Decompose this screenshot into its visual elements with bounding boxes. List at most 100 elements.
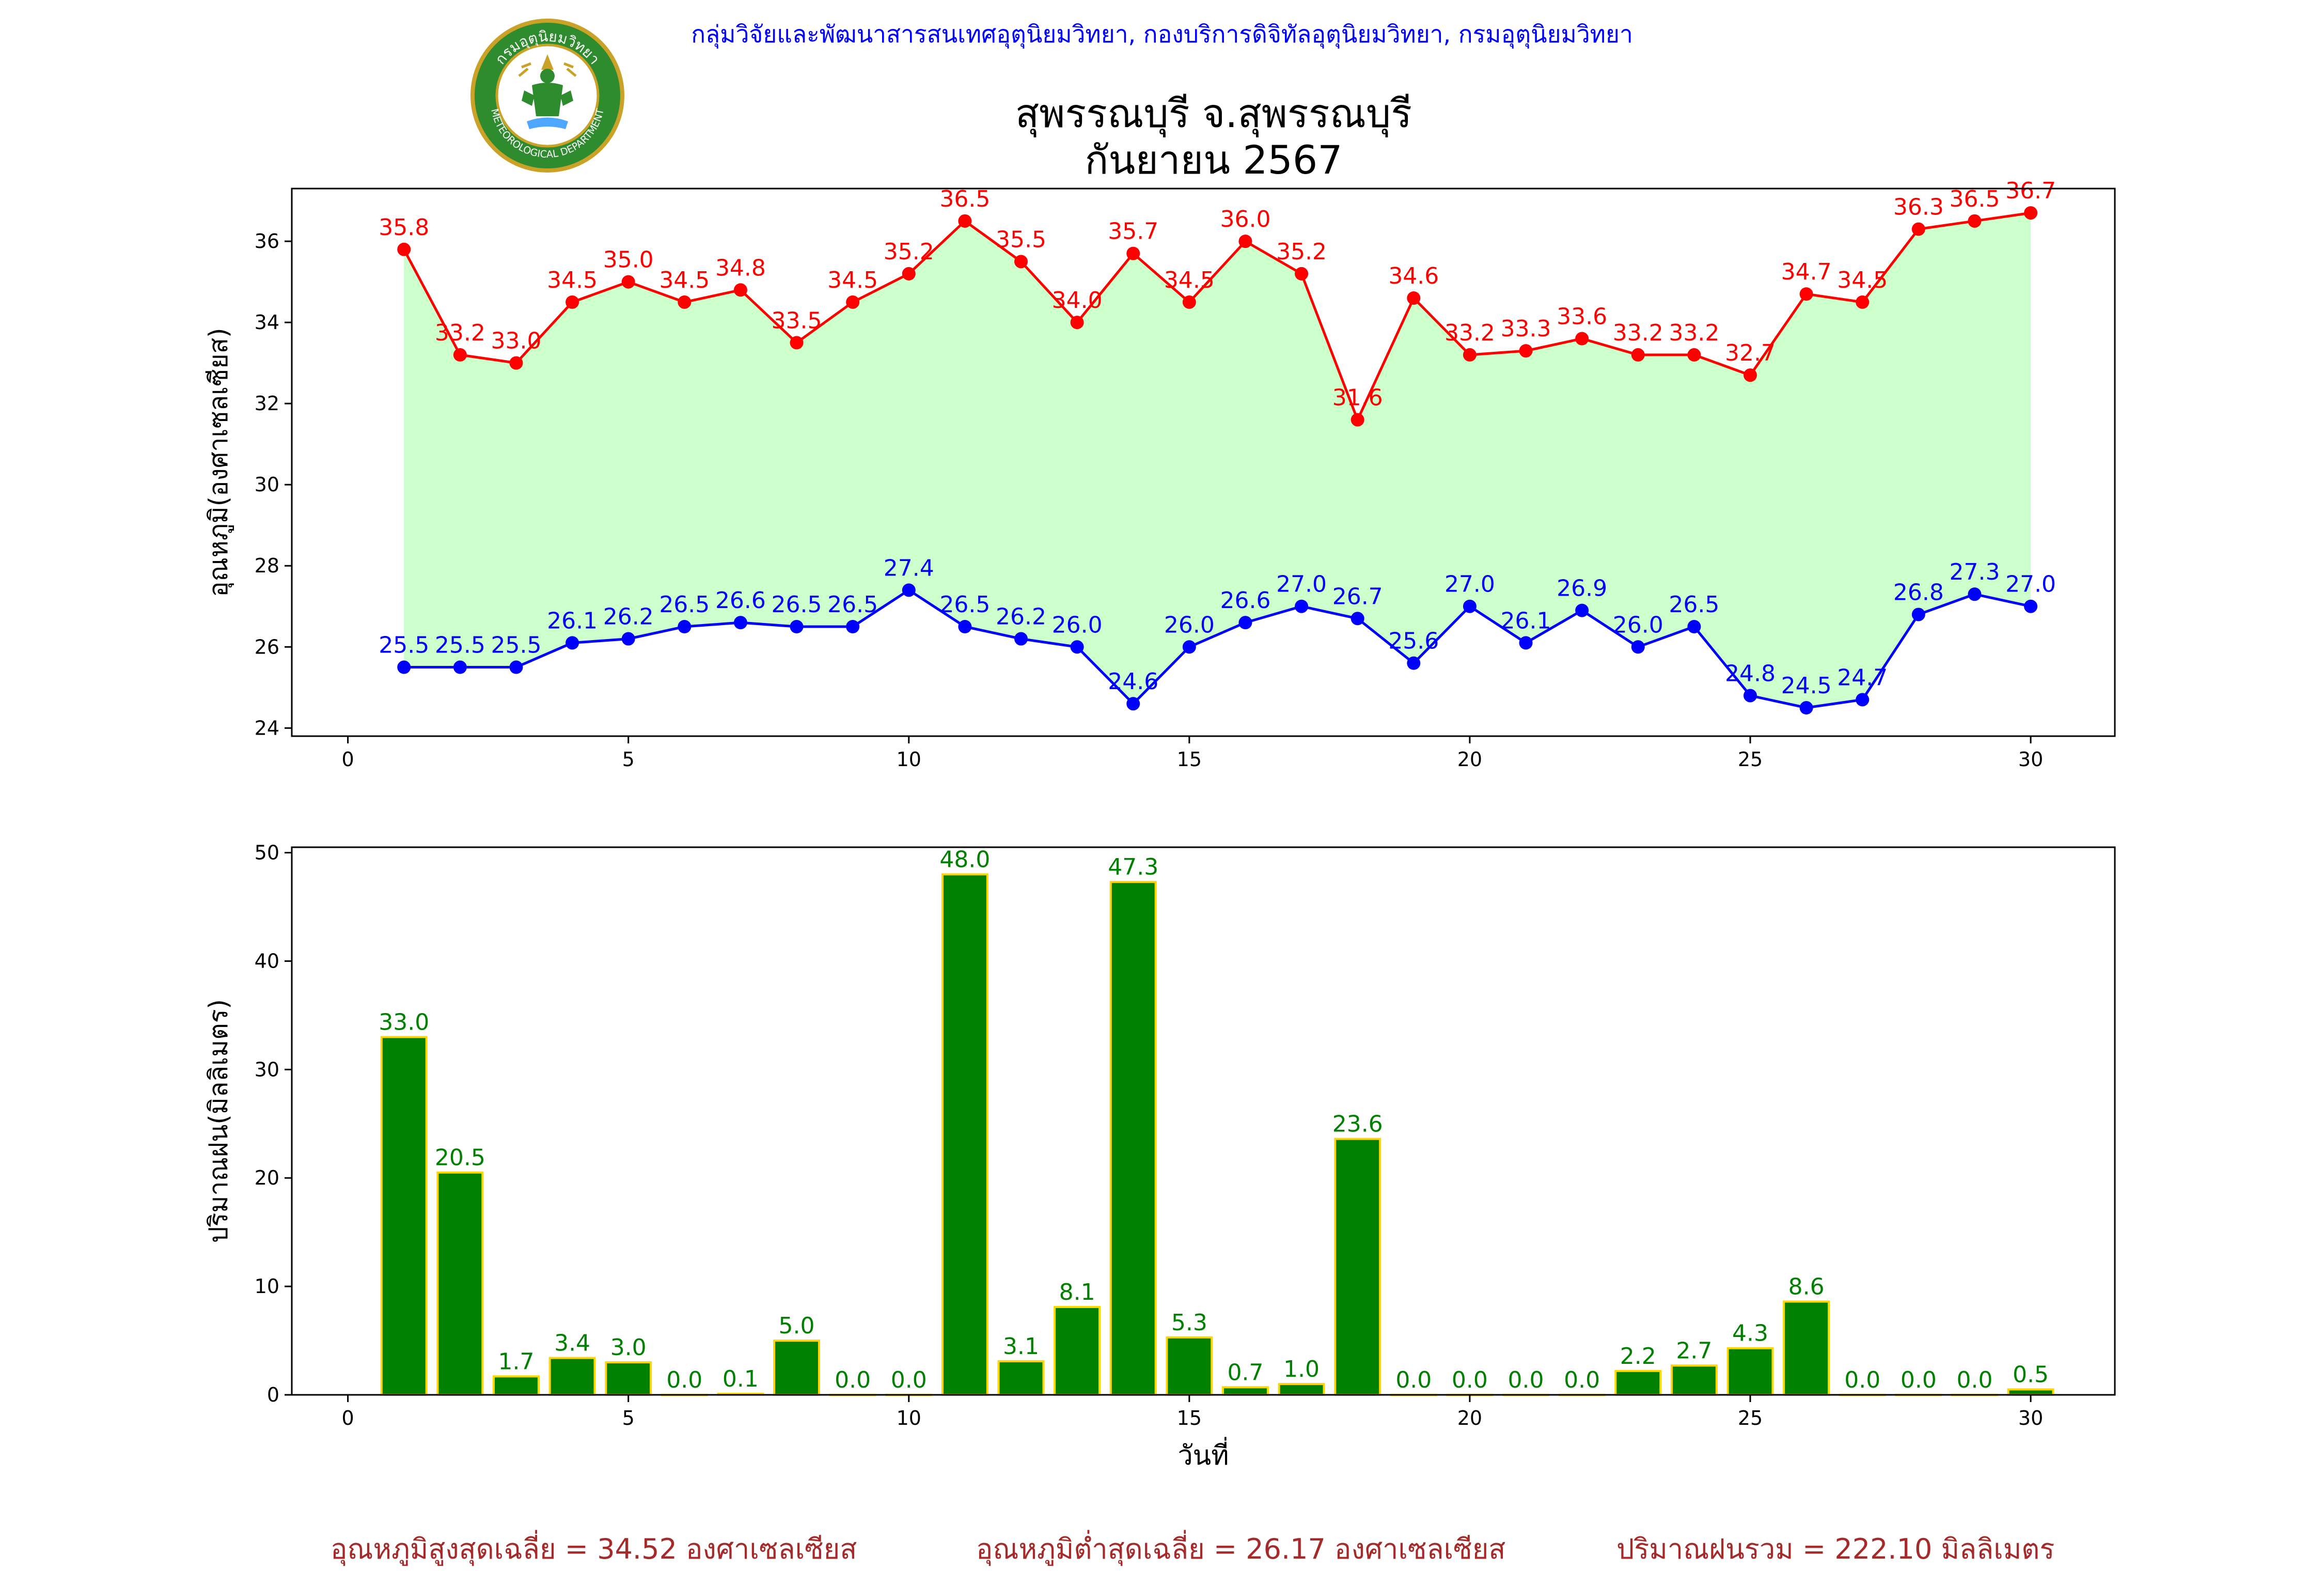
rain-value-label: 3.1 [1003,1333,1039,1360]
max-temp-value-label: 35.7 [1108,219,1158,245]
min-temp-point [1744,689,1757,703]
min-temp-value-label: 26.9 [1557,575,1607,602]
rain-value-label: 33.0 [379,1009,429,1035]
min-temp-value-label: 26.0 [1164,612,1215,638]
max-temp-value-label: 34.5 [827,267,878,293]
min-temp-value-label: 26.8 [1893,579,1944,605]
min-temp-value-label: 26.5 [939,592,990,618]
rain-x-axis-label: วันที่ [1177,1437,1229,1471]
temp-x-tick-label: 5 [622,748,635,771]
rain-bar [1670,1364,1718,1396]
rain-value-label: 0.0 [666,1367,702,1393]
max-temp-point [1182,295,1196,309]
max-temp-value-label: 36.0 [1220,206,1270,232]
min-temp-value-label: 26.1 [547,608,598,634]
max-temp-point [958,214,972,228]
min-temp-point [1687,620,1701,633]
min-temp-point [1070,640,1084,654]
min-temp-value-label: 26.6 [1220,587,1270,614]
min-temp-point [509,660,523,674]
max-temp-point [1744,368,1757,382]
max-temp-value-label: 34.7 [1781,259,1832,285]
min-temp-point [902,583,916,597]
min-temp-value-label: 24.7 [1837,664,1888,691]
rain-value-label: 2.2 [1620,1343,1656,1370]
max-temp-point [1238,235,1252,248]
rain-value-label: 0.1 [723,1366,759,1392]
rain-y-tick-label: 20 [255,1166,279,1189]
rain-value-label: 20.5 [435,1145,485,1171]
rain-x-tick-label: 5 [622,1407,635,1429]
max-temp-value-label: 32.7 [1725,340,1776,366]
rain-bar [1109,881,1157,1396]
max-temp-point [1519,344,1533,358]
chart-title-station: สุพรรณบุรี จ.สุพรรณบุรี [1015,90,1412,136]
min-temp-point [621,632,635,646]
rain-x-tick-label: 20 [1457,1407,1482,1429]
rain-value-label: 0.0 [1956,1367,1992,1393]
max-temp-point [1126,246,1140,260]
temp-x-tick-label: 0 [342,748,354,771]
max-temp-point [1968,214,1982,228]
min-temp-value-label: 26.5 [772,592,822,618]
max-temp-point [1856,295,1870,309]
temp-y-tick-label: 26 [255,635,279,658]
min-temp-point [1911,608,1925,621]
max-temp-value-label: 31.6 [1332,385,1383,411]
min-temp-point [1295,599,1309,613]
max-temp-point [453,348,467,362]
rain-value-label: 0.5 [2013,1362,2049,1388]
temp-x-tick-label: 10 [897,748,921,771]
rain-axes-frame [291,846,2116,1396]
rain-x-tick-label: 0 [342,1407,354,1429]
max-temp-point [1407,291,1421,305]
min-temp-value-label: 26.7 [1332,583,1383,610]
rain-value-label: 0.0 [1395,1367,1432,1393]
footer-summary: อุณหภูมิสูงสุดเฉลี่ย = 34.52 องศาเซลเซีย… [0,1527,2324,1565]
temperature-range-fill [404,213,2031,708]
rain-bar [1222,1386,1269,1396]
max-temp-point [1687,348,1701,362]
temp-x-tick-label: 25 [1738,748,1763,771]
rain-bar [548,1357,596,1396]
max-temp-point [846,295,860,309]
min-temp-value-label: 25.6 [1388,628,1439,655]
rain-value-label: 8.6 [1788,1273,1825,1300]
deity-figure-icon [518,54,577,129]
rain-bar [380,1036,428,1396]
rain-bar [436,1171,484,1396]
min-temp-value-label: 26.5 [659,592,710,618]
rain-x-tick-label: 15 [1177,1407,1202,1429]
rain-value-label: 1.7 [498,1348,534,1375]
max-temp-point [1631,348,1645,362]
rain-bar [941,873,988,1396]
rain-bar [773,1340,820,1396]
rain-bar [997,1360,1045,1396]
max-temp-value-label: 35.2 [1276,239,1327,265]
rain-value-label: 0.0 [1564,1367,1600,1393]
temp-y-tick-label: 28 [255,554,279,577]
rain-value-label: 48.0 [939,846,990,873]
temp-y-tick-label: 34 [255,311,279,334]
max-temp-value-label: 33.5 [772,307,822,334]
min-temp-value-label: 25.5 [435,632,485,659]
max-temp-point [733,283,747,297]
min-temp-point [566,636,579,650]
rain-y-tick-label: 0 [267,1383,279,1406]
rain-y-tick-label: 10 [255,1275,279,1298]
temp-y-tick-label: 32 [255,392,279,415]
max-temp-point [1070,316,1084,330]
min-temp-point [846,620,860,633]
min-temp-point [1407,656,1421,670]
max-temp-value-label: 34.5 [1164,267,1215,293]
rain-bar [1783,1300,1830,1396]
rain-y-tick-label: 40 [255,950,279,972]
rain-value-label: 0.0 [1508,1367,1544,1393]
temp-y-tick-label: 24 [255,717,279,739]
max-temp-value-label: 35.0 [603,247,654,273]
min-temp-value-label: 26.2 [603,604,654,630]
max-temp-point [902,267,916,281]
rain-value-label: 3.0 [610,1334,647,1361]
max-temp-value-label: 35.8 [379,214,429,241]
min-temp-point [1575,603,1589,617]
